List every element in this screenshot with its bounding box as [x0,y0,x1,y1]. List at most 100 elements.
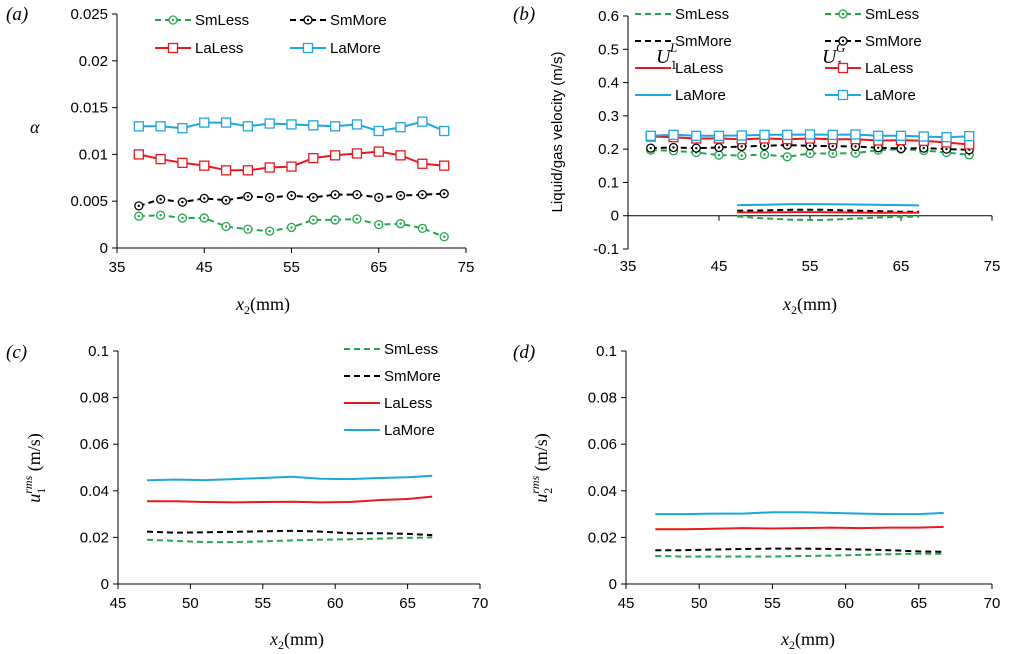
y-label-alpha: α [30,117,40,137]
legend-marker [837,89,849,101]
series-line [146,474,433,482]
x-tick-label: 60 [327,595,344,612]
x-tick-label: 55 [764,595,781,612]
x-tick-label: 75 [984,258,1001,275]
series-line [650,148,970,158]
data-point [329,121,341,132]
data-point-dot [312,196,315,199]
legend-label: SmMore [675,33,732,50]
y-label-u1rms: u1rms (m/s) [21,433,48,503]
data-point-dot [333,218,337,222]
data-point-dot [786,155,789,158]
series-line [650,144,970,151]
legend-marker-dot [841,12,845,16]
series-lamore-u1g [645,129,975,143]
data-point-dot [246,228,250,231]
legend-group-label-u1l: U1L [656,40,677,72]
legend-entry: LaMore [635,87,726,104]
data-point [329,150,341,161]
x-tick-label: 50 [691,595,708,612]
data-point [895,130,907,141]
data-point [242,165,254,176]
data-point-dot [717,153,721,157]
x-tick-label: 60 [837,595,854,612]
data-point-dot [181,200,184,204]
series-smless-u1l [737,215,920,222]
series-line [146,529,433,537]
series-line [655,511,944,516]
legend-entry: LaLess [344,395,432,412]
data-point-dot [312,218,315,222]
y-tick-label: 0.08 [80,390,109,407]
data-point [759,129,770,140]
legend-entry: SmLess [825,6,919,23]
legend-entry: SmLess [344,341,438,358]
data-point [668,129,679,140]
y-tick-label: -0.1 [593,241,619,258]
y-label-u2rms: u2rms (m/s) [528,433,555,503]
y-tick-label: 0.02 [80,529,109,546]
data-point-dot [159,198,162,201]
y-tick-label: 0.2 [598,141,619,158]
legend-label: SmLess [195,12,249,29]
legend-entry: SmMore [635,33,732,50]
series-line [655,547,944,553]
data-point [286,161,297,172]
legend-entry: LaLess [635,60,723,77]
data-point-dot [831,152,834,155]
data-point [439,125,450,137]
x-tick-label: 55 [802,258,819,275]
series-line [655,552,944,558]
legend-entry: SmLess [155,12,249,29]
legend-entry: SmLess [635,6,729,23]
data-point [220,117,232,128]
data-point [373,125,384,137]
x-tick-label: 45 [618,595,635,612]
panel-4: 0 0.02 0.04 0.06 0.08 0.1 45 50 55 60 65 70 [588,343,1001,612]
data-point-dot [268,229,271,233]
data-point-dot [355,193,359,196]
data-point [133,121,144,132]
data-point [918,131,929,142]
x-tick-label: 45 [196,259,213,276]
y-tick-label: 0 [609,576,617,593]
legend-entry: LaLess [155,40,243,57]
data-point-dot [399,194,402,197]
series-line [146,536,433,544]
data-point-dot [717,146,721,149]
data-point-dot [740,154,743,157]
legend-label: SmMore [865,33,922,50]
data-point [941,132,952,143]
x-tick-label: 50 [182,595,199,612]
y-tick-label: 0.4 [598,75,619,92]
y-tick-label: 0.005 [70,193,108,210]
data-point-dot [355,217,359,221]
data-point [308,120,319,131]
data-point-dot [945,147,948,151]
data-point-dot [290,226,293,229]
x-tick-label: 65 [893,258,910,275]
y-tick-label: 0.02 [588,529,617,546]
data-point-dot [203,197,206,200]
data-point-dot [290,194,293,197]
series-lamore [146,474,433,482]
legend-marker [167,42,179,54]
legend-marker-dot [171,18,175,22]
x-tick-label: 70 [472,595,489,612]
data-point [645,130,656,141]
legend-marker [837,62,849,74]
x-label-b: x2(mm) [782,294,837,317]
data-point-dot [877,146,880,150]
data-point-dot [672,146,675,149]
data-point [395,122,406,133]
data-point-dot [854,145,857,148]
legend-label: LaMore [384,422,435,439]
y-tick-label: 0.015 [70,100,108,117]
series-line [655,525,944,531]
data-point-dot [442,235,446,238]
data-point [417,158,428,169]
data-point [373,146,384,157]
legend-label: SmMore [384,368,441,385]
x-tick-label: 65 [399,595,416,612]
series-smless [146,536,433,544]
